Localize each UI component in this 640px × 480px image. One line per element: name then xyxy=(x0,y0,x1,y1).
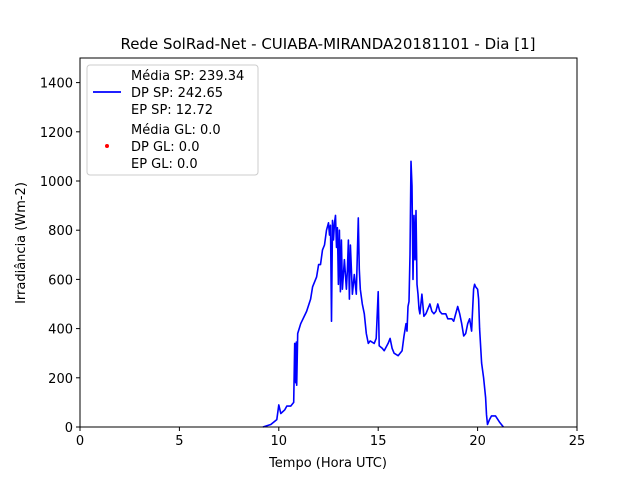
legend-gl-se: EP GL: 0.0 xyxy=(131,157,198,172)
x-tick-label: 20 xyxy=(469,434,486,449)
x-axis-label: Tempo (Hora UTC) xyxy=(268,456,387,471)
x-tick-label: 25 xyxy=(569,434,586,449)
y-tick-label: 1000 xyxy=(40,175,73,190)
legend-sp-se: EP SP: 12.72 xyxy=(131,103,213,118)
y-tick-label: 1200 xyxy=(40,126,73,141)
y-tick-label: 800 xyxy=(48,224,73,239)
x-tick-label: 10 xyxy=(271,434,288,449)
legend-gl-sd: DP GL: 0.0 xyxy=(131,140,200,155)
y-tick-label: 1400 xyxy=(40,77,73,92)
x-tick-label: 5 xyxy=(175,434,183,449)
legend-gl-mean: Média GL: 0.0 xyxy=(131,123,221,138)
legend-sp-sd: DP SP: 242.65 xyxy=(131,86,223,101)
y-tick-label: 600 xyxy=(48,273,73,288)
y-axis-label: Irradiância (Wm-2) xyxy=(14,182,29,304)
x-tick-label: 0 xyxy=(76,434,84,449)
y-tick-label: 200 xyxy=(48,372,73,387)
legend-sp-mean: Média SP: 239.34 xyxy=(131,69,244,84)
y-tick-label: 0 xyxy=(65,421,73,436)
legend-dot-marker xyxy=(105,144,109,148)
legend-box xyxy=(86,64,259,176)
y-tick-label: 400 xyxy=(48,323,73,338)
series-line-0 xyxy=(262,160,505,428)
legend: Média SP: 239.34 DP SP: 242.65 EP SP: 12… xyxy=(86,64,259,176)
plot-frame xyxy=(79,57,578,428)
x-tick-label: 15 xyxy=(370,434,387,449)
chart-title: Rede SolRad-Net - CUIABA-MIRANDA20181101… xyxy=(120,35,535,53)
